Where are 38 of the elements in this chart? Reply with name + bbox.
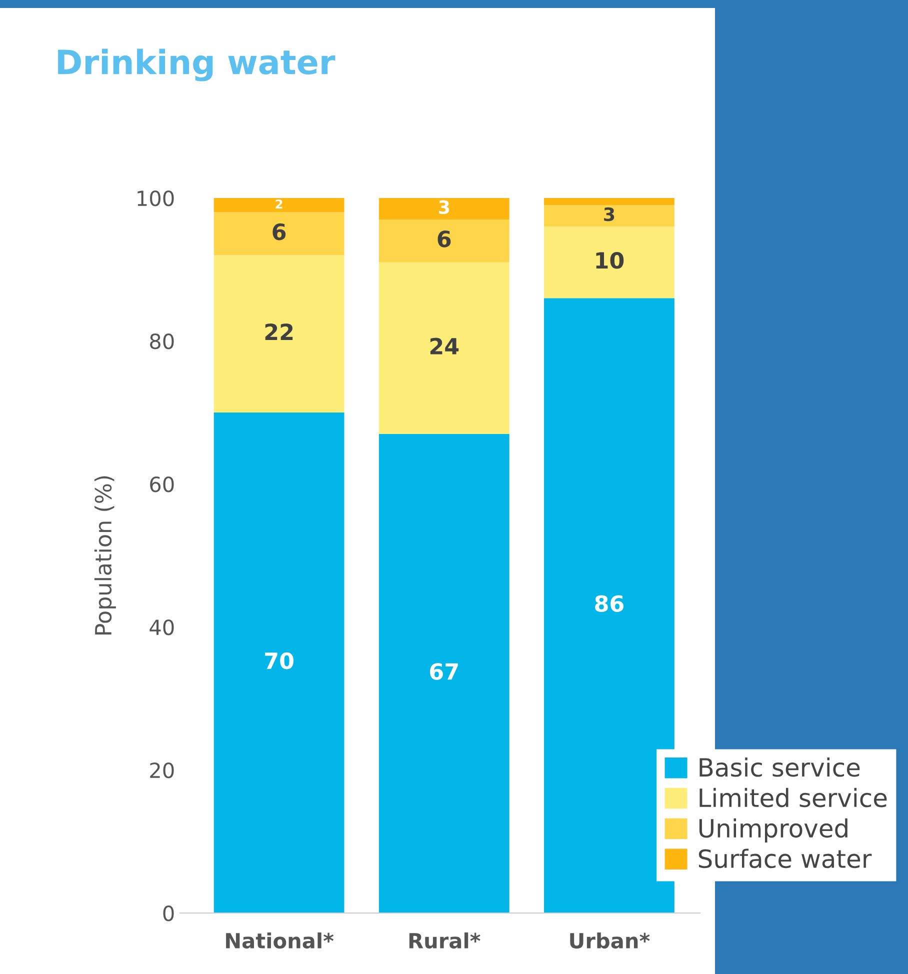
bar (544, 226, 674, 298)
bar (544, 198, 674, 206)
bar (214, 412, 344, 913)
bar (214, 212, 344, 256)
data-label: 86 (595, 595, 624, 612)
data-label: 6 (272, 223, 286, 240)
y-axis-title: Population (%) (94, 476, 116, 634)
bar (544, 298, 674, 913)
data-label: 22 (265, 323, 293, 340)
x-tick-label: Rural* (409, 932, 480, 949)
data-label: 3 (439, 200, 450, 214)
bar (544, 205, 674, 227)
bar (214, 198, 344, 212)
data-label: 67 (430, 663, 458, 680)
x-tick-label: Urban* (570, 932, 650, 949)
chart-title: Drinking water (58, 48, 336, 82)
bar (378, 434, 510, 913)
data-label: 70 (265, 652, 294, 670)
data-label: 6 (438, 230, 451, 248)
y-tick-label: 80 (150, 333, 174, 350)
y-tick-label: 0 (163, 905, 174, 922)
bar (378, 198, 510, 220)
legend-label: Limited service (700, 788, 887, 808)
legend-label: Unimproved (699, 818, 848, 843)
data-label: 3 (604, 207, 614, 222)
y-tick-label: 20 (150, 762, 174, 778)
data-label: 2 (276, 199, 282, 209)
bar (378, 262, 510, 434)
y-tick-label: 40 (150, 619, 174, 636)
x-tick-label: National* (226, 932, 334, 949)
bar (214, 255, 344, 412)
y-tick-label: 60 (150, 476, 174, 492)
legend-label: Basic service (700, 757, 860, 777)
y-tick-label: 100 (138, 190, 174, 206)
data-label: 24 (430, 338, 459, 354)
bar (378, 219, 510, 262)
legend-label: Surface water (698, 848, 872, 868)
data-label: 10 (596, 252, 624, 269)
